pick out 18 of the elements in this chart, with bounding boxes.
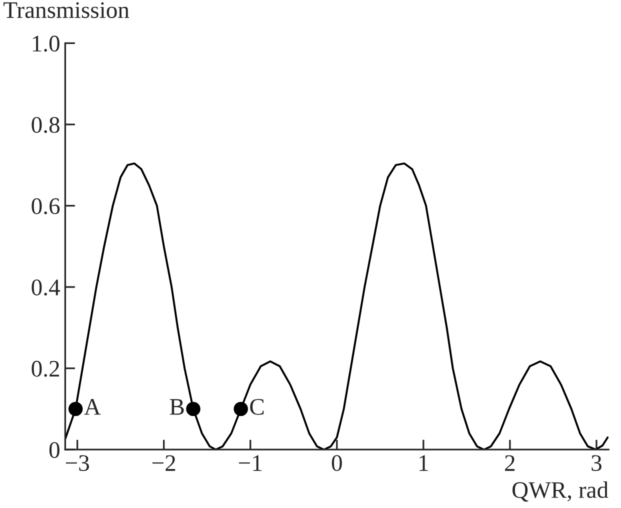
y-tick-label: 0: [49, 442, 60, 458]
y-tick-label: 0.8: [32, 116, 60, 133]
x-tick-label: 0: [332, 455, 342, 472]
x-tick-label: −3: [66, 455, 89, 472]
y-tick-label: 0.2: [32, 360, 60, 377]
y-axis-title: Transmission: [4, 2, 130, 18]
annotation: B: [170, 399, 184, 415]
annotation: A: [84, 399, 101, 415]
y-tick-label: 0.4: [32, 280, 60, 296]
x-tick-label: 3: [592, 455, 602, 472]
x-tick-label: −1: [238, 455, 262, 471]
x-axis-title: QWR, rad: [512, 481, 608, 502]
x-tick-label: −2: [152, 455, 176, 471]
x-tick-label: 2: [505, 455, 515, 471]
y-tick-label: 1.0: [32, 36, 60, 52]
annotation: C: [250, 398, 264, 415]
y-tick-label: 0.6: [32, 198, 60, 214]
x-tick-label: 1: [420, 455, 428, 471]
